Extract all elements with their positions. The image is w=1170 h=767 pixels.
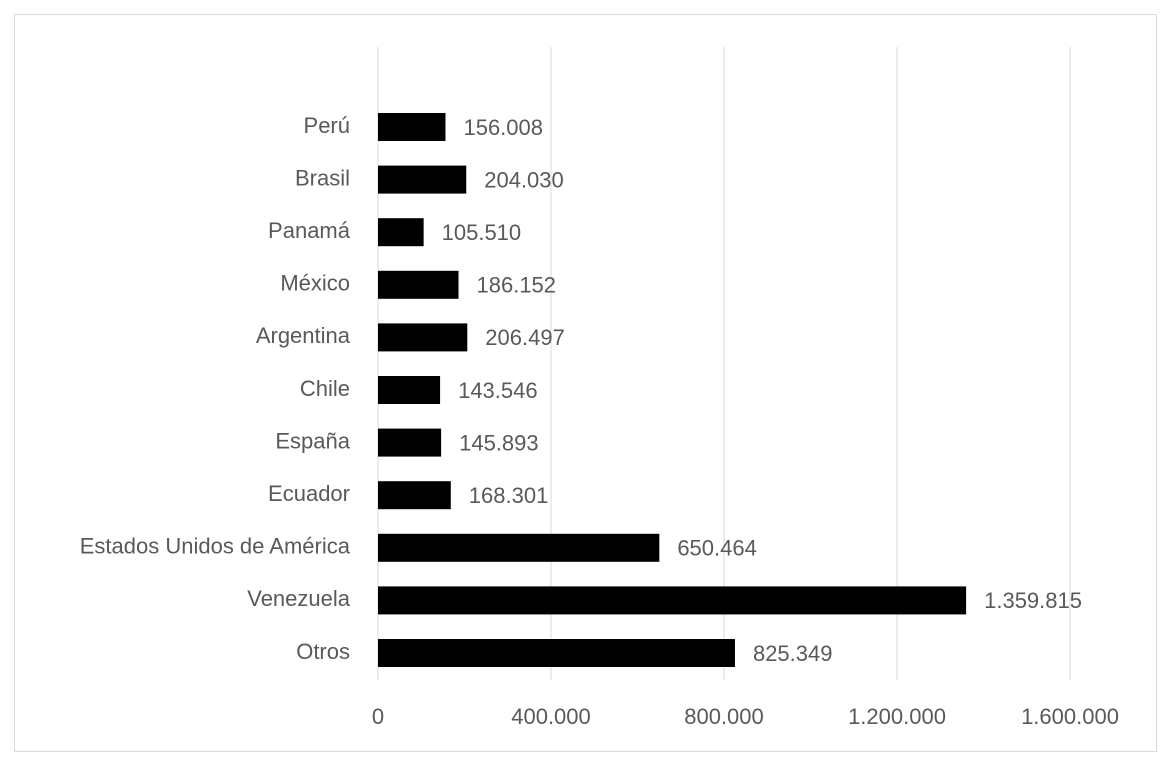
chart-border [14, 14, 1157, 752]
x-tick-label: 400.000 [511, 704, 591, 729]
bar [378, 481, 451, 510]
x-tick-label: 0 [372, 704, 384, 729]
y-tick-label: Panamá [268, 218, 351, 243]
bar [378, 639, 735, 667]
bar [378, 218, 424, 247]
y-tick-label: Chile [300, 376, 350, 401]
data-label: 168.301 [469, 483, 549, 508]
y-tick-label: Ecuador [268, 481, 350, 506]
bar [378, 270, 459, 299]
data-label: 145.893 [459, 430, 539, 455]
y-tick-label: Estados Unidos de América [80, 534, 351, 559]
data-label: 825.349 [753, 641, 833, 666]
y-tick-label: Argentina [256, 323, 351, 348]
bar [378, 323, 468, 352]
bar [378, 533, 660, 562]
bar [378, 113, 446, 141]
y-tick-label: España [275, 428, 350, 453]
data-label: 143.546 [458, 378, 538, 403]
x-tick-label: 1.600.000 [1021, 704, 1119, 729]
bar [378, 586, 967, 615]
bar [378, 428, 442, 457]
data-label: 650.464 [677, 536, 757, 561]
y-tick-label: Otros [296, 639, 350, 664]
data-label: 204.030 [484, 167, 564, 192]
data-label: 105.510 [442, 220, 522, 245]
y-tick-label: México [280, 271, 350, 296]
y-tick-label: Venezuela [247, 586, 351, 611]
data-label: 156.008 [463, 115, 543, 140]
x-tick-label: 1.200.000 [848, 704, 946, 729]
y-tick-label: Perú [304, 113, 350, 138]
y-tick-label: Brasil [295, 165, 350, 190]
data-label: 206.497 [485, 325, 565, 350]
x-tick-label: 800.000 [684, 704, 764, 729]
bar [378, 376, 441, 404]
bar [378, 165, 467, 194]
data-label: 186.152 [477, 273, 557, 298]
data-label: 1.359.815 [984, 588, 1082, 613]
